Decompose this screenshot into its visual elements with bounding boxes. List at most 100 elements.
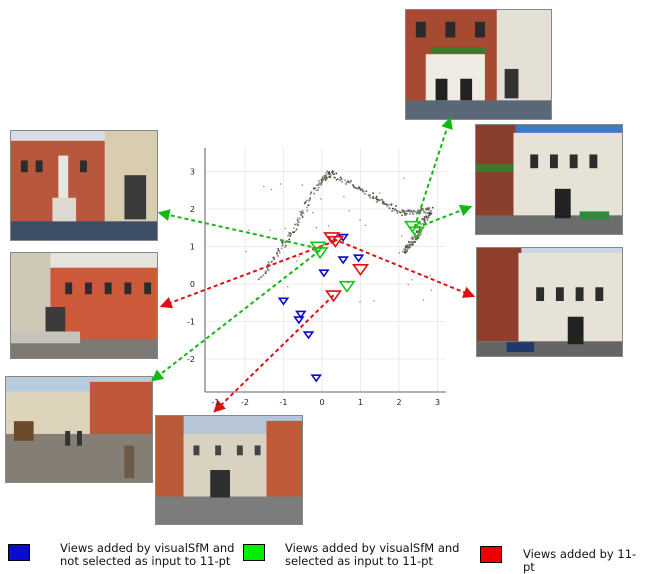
photo-left-middle: [10, 252, 158, 359]
cloud-point: [315, 188, 318, 191]
arrow-green: [413, 116, 453, 229]
cloud-point: [372, 192, 374, 195]
cloud-point: [396, 210, 398, 212]
cloud-point: [281, 242, 284, 244]
arrow-green: [157, 209, 319, 250]
cloud-point: [359, 188, 362, 191]
cloud-point: [407, 246, 410, 249]
cloud-point: [410, 242, 413, 245]
cloud-point: [313, 187, 315, 190]
cloud-point: [266, 267, 269, 270]
cloud-point: [289, 232, 292, 235]
cloud-point: [317, 186, 320, 189]
cloud-point: [423, 216, 426, 219]
legend-text-blue: Views added by visualSfM and not selecte…: [60, 541, 235, 568]
cloud-point: [248, 229, 250, 231]
cloud-point: [287, 286, 289, 288]
cloud-point: [292, 227, 295, 229]
cloud-point: [416, 237, 419, 239]
cloud-point: [388, 203, 390, 206]
cloud-point: [279, 251, 281, 254]
cloud-point: [409, 245, 412, 247]
cloud-point: [325, 172, 327, 175]
photo-top-right: [405, 9, 552, 120]
cloud-point: [422, 217, 424, 220]
cloud-point: [292, 231, 294, 234]
camera-blue: [293, 316, 305, 325]
plot-grid: [205, 148, 446, 392]
cloud-point: [296, 224, 299, 226]
cloud-point: [340, 178, 343, 180]
cloud-point: [267, 263, 269, 266]
cloud-point: [299, 213, 302, 216]
cloud-point: [408, 241, 410, 243]
cloud-point: [417, 211, 420, 213]
cloud-point: [425, 208, 428, 211]
cloud-point: [320, 179, 323, 182]
cloud-point: [318, 182, 320, 184]
cloud-point: [288, 238, 291, 241]
cloud-point: [259, 276, 262, 279]
cloud-point: [401, 211, 404, 213]
cloud-point: [426, 216, 428, 219]
camera-red: [323, 232, 341, 245]
cloud-point: [332, 237, 334, 239]
cloud-point: [284, 241, 287, 244]
camera-blue: [277, 297, 290, 306]
cloud-point: [406, 248, 409, 251]
cloud-point: [335, 172, 338, 175]
cloud-point: [411, 211, 414, 214]
cloud-point: [368, 195, 371, 197]
cloud-point: [328, 171, 330, 173]
camera-red: [324, 290, 343, 303]
cloud-point: [401, 209, 404, 211]
cloud-point: [367, 194, 370, 197]
cloud-point: [320, 183, 323, 186]
cloud-point: [348, 210, 350, 212]
cloud-point: [313, 192, 316, 195]
cloud-point: [294, 230, 297, 232]
cloud-point: [419, 233, 422, 236]
cloud-point: [276, 253, 278, 256]
cloud-point: [281, 241, 283, 243]
arrow-green: [151, 249, 321, 382]
cloud-point: [331, 171, 333, 173]
cloud-point: [405, 212, 408, 215]
cloud-point: [383, 202, 386, 205]
y-tick-label: -2: [187, 355, 195, 364]
photo-left-bottom: [5, 376, 153, 483]
cloud-point: [294, 223, 296, 226]
cloud-point: [411, 279, 413, 281]
cloud-point: [401, 235, 403, 237]
cloud-point: [427, 207, 430, 210]
cloud-point: [376, 198, 378, 201]
cloud-point: [281, 244, 284, 247]
cloud-point: [358, 186, 360, 188]
camera-blue: [318, 269, 330, 278]
cloud-point: [306, 209, 309, 212]
cloud-point: [325, 179, 327, 181]
cloud-point: [414, 241, 416, 244]
cloud-point: [329, 173, 331, 175]
cloud-point: [347, 282, 349, 284]
cloud-point: [272, 237, 274, 240]
x-tick-label: 0: [319, 398, 324, 407]
camera-blue: [295, 310, 307, 319]
cloud-point: [419, 223, 422, 225]
cloud-point: [427, 208, 430, 211]
cloud-point: [307, 199, 309, 202]
photo-right-upper: [475, 124, 623, 235]
cloud-point: [301, 212, 303, 214]
cloud-point: [405, 210, 408, 213]
cloud-point: [303, 202, 306, 205]
cloud-point: [413, 236, 415, 238]
camera-blue: [310, 374, 322, 383]
legend-text-red: Views added by 11-pt: [523, 547, 637, 574]
cloud-point: [399, 211, 402, 214]
cloud-point: [405, 251, 407, 254]
cloud-point: [430, 289, 432, 291]
cloud-point: [304, 201, 307, 203]
cloud-point: [323, 174, 326, 177]
cloud-point: [285, 244, 287, 247]
